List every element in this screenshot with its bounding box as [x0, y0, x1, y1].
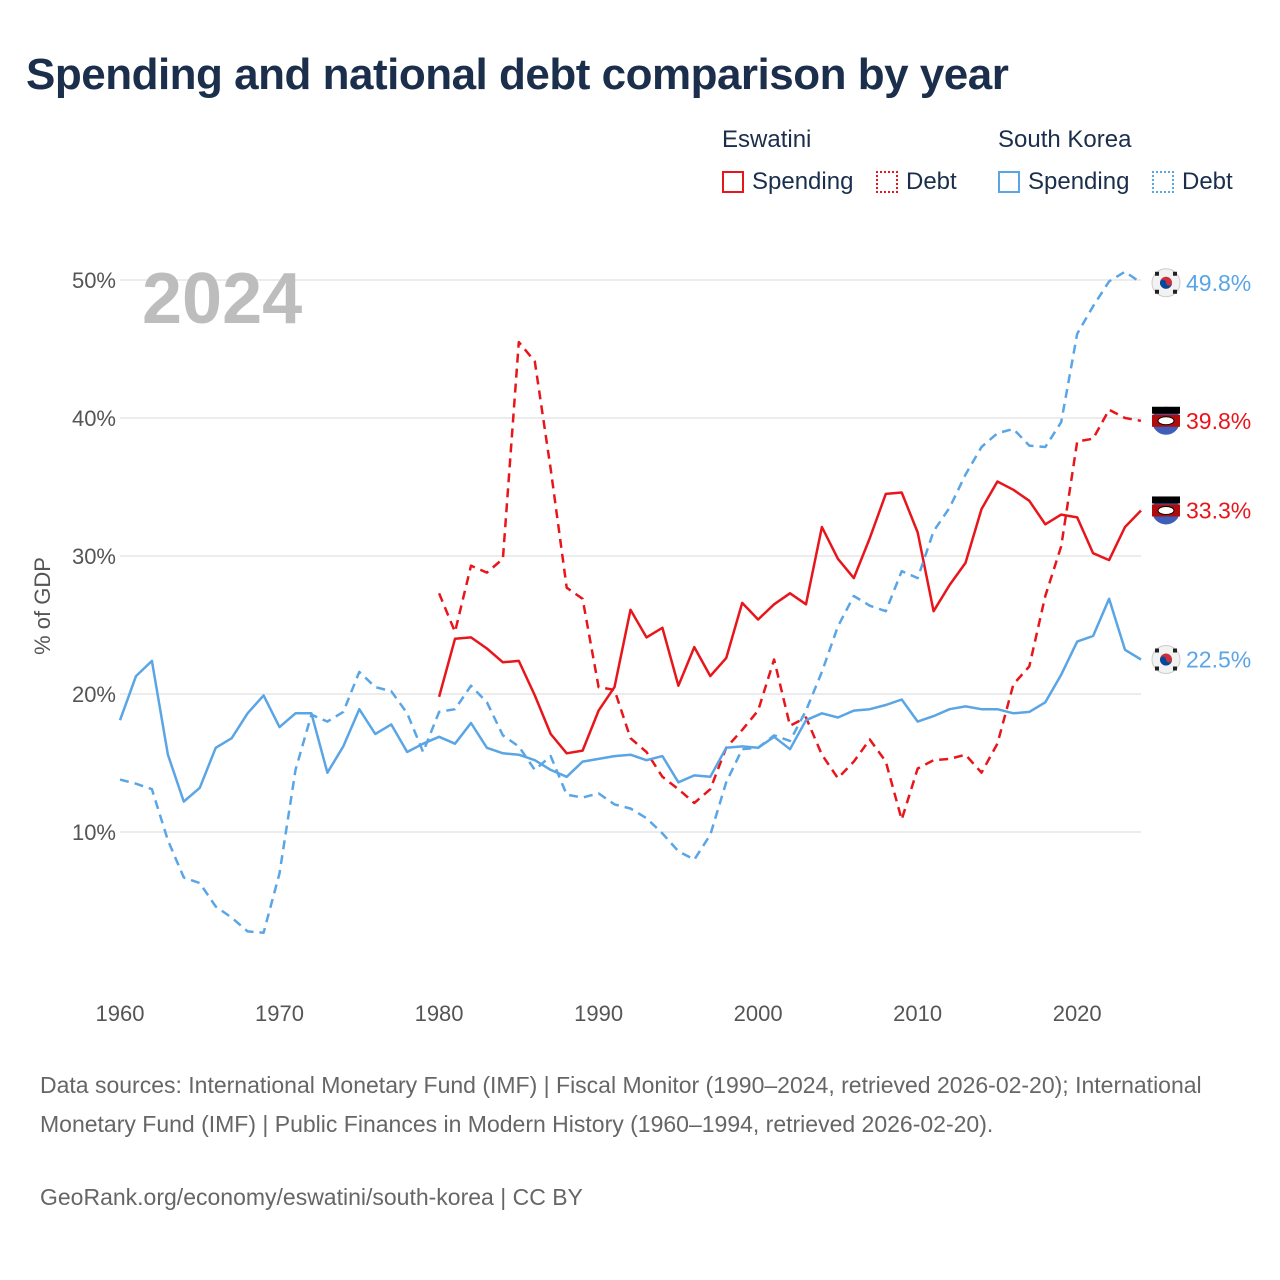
y-axis-ticks: 10% 20% 30% 40% 50%	[72, 268, 116, 845]
flag-trigram	[1173, 648, 1177, 653]
end-label: 22.5%	[1186, 647, 1251, 673]
flag-trigram	[1173, 666, 1177, 671]
y-tick-label: 10%	[72, 820, 116, 845]
chart-title: Spending and national debt comparison by…	[26, 50, 1009, 99]
series-line-eswatini-spending	[437, 480, 1142, 755]
end-label: 49.8%	[1186, 270, 1251, 296]
series-line-south-korea-debt	[119, 270, 1142, 934]
legend-swatch-solid-red	[722, 171, 744, 193]
flag-icon-south-korea	[1151, 645, 1181, 674]
flag-shield	[1157, 505, 1175, 515]
x-tick-label: 1960	[96, 1001, 145, 1026]
end-label: 33.3%	[1186, 497, 1251, 523]
flag-icon-eswatini	[1152, 496, 1180, 525]
y-axis-title: % of GDP	[30, 557, 55, 655]
x-tick-label: 2020	[1053, 1001, 1102, 1026]
year-indicator: 2024	[142, 259, 303, 339]
flag-top	[1152, 496, 1180, 504]
flag-trigram	[1173, 271, 1177, 276]
legend-swatch-solid-blue	[998, 171, 1020, 193]
legend-south-korea-spending[interactable]: Spending	[998, 168, 1129, 196]
legend-eswatini-title: Eswatini	[722, 126, 812, 153]
gridlines	[120, 279, 1141, 833]
y-tick-label: 40%	[72, 406, 116, 431]
legend-swatch-dotted-red	[876, 171, 898, 193]
legend-eswatini-debt-label: Debt	[906, 168, 957, 195]
flag-trigram	[1155, 289, 1159, 294]
x-tick-label: 1970	[255, 1001, 304, 1026]
flag-trigram	[1155, 666, 1159, 671]
flag-icon-south-korea	[1151, 268, 1181, 298]
source-link[interactable]: GeoRank.org/economy/eswatini/south-korea…	[40, 1184, 583, 1210]
y-tick-label: 50%	[72, 268, 116, 293]
flag-shield	[1157, 416, 1175, 426]
legend-eswatini-debt[interactable]: Debt	[876, 168, 957, 196]
x-tick-label: 1980	[415, 1001, 464, 1026]
line-chart: 10% 20% 30% 40% 50% 1960 1970 1980 1990 2000 2010…	[30, 268, 1251, 1026]
flag-trigram	[1155, 271, 1159, 276]
series-end-labels: 33.3% 39.8% 22.5% 49.8%	[1151, 268, 1251, 674]
y-tick-label: 20%	[72, 682, 116, 707]
legend-south-korea-title: South Korea	[998, 126, 1132, 153]
flag-trigram	[1155, 648, 1159, 653]
legend-south-korea-debt-label: Debt	[1182, 168, 1233, 195]
flag-icon-eswatini	[1152, 406, 1180, 435]
x-tick-label: 2000	[734, 1001, 783, 1026]
flag-taeguk-bottom	[1160, 279, 1172, 289]
flag-trigram	[1173, 289, 1177, 294]
x-axis-ticks: 1960 1970 1980 1990 2000 2010 2020	[96, 1001, 1102, 1026]
legend-swatch-dotted-blue	[1152, 171, 1174, 193]
legend-eswatini-spending[interactable]: Spending	[722, 168, 853, 196]
flag-taeguk-bottom	[1160, 656, 1172, 666]
legend-south-korea-debt[interactable]: Debt	[1152, 168, 1233, 196]
x-tick-label: 2010	[893, 1001, 942, 1026]
legend-south-korea-spending-label: Spending	[1028, 168, 1130, 195]
end-label: 39.8%	[1186, 408, 1251, 434]
x-tick-label: 1990	[574, 1001, 623, 1026]
legend-eswatini-spending-label: Spending	[752, 168, 854, 195]
flag-top	[1152, 406, 1180, 414]
series-line-south-korea-spending	[118, 597, 1142, 803]
data-sources: Data sources: International Monetary Fun…	[40, 1072, 1202, 1137]
y-tick-label: 30%	[72, 544, 116, 569]
series-lines	[118, 270, 1142, 934]
